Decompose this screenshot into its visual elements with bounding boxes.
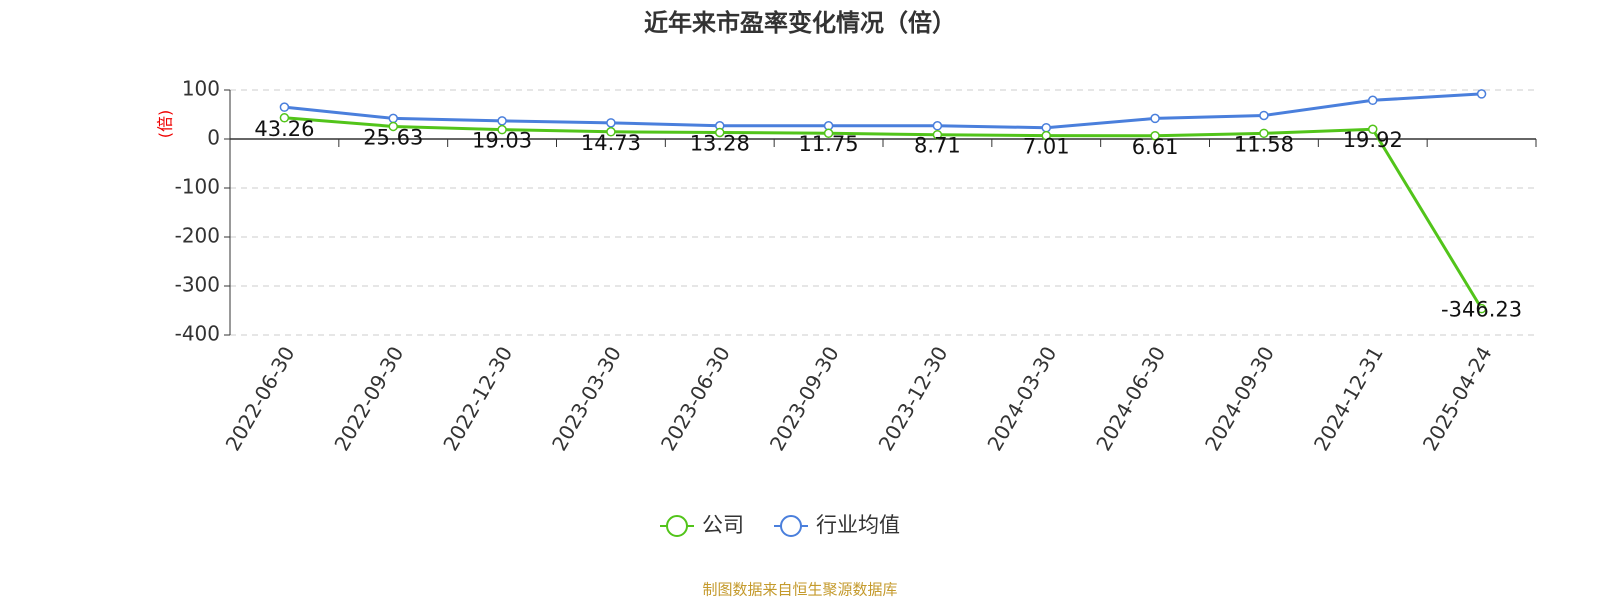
- data-point: [606, 118, 616, 128]
- data-point: [932, 129, 943, 140]
- x-tick-label: 2022-09-30: [329, 342, 408, 455]
- x-tick-label: 2023-12-30: [874, 342, 953, 455]
- data-label: 8.71: [914, 134, 961, 158]
- data-label: 11.58: [1234, 132, 1294, 156]
- legend-label: 公司: [702, 513, 744, 537]
- data-point: [1041, 122, 1051, 133]
- data-point: [1150, 131, 1160, 141]
- y-tick-label: 100: [182, 77, 220, 101]
- data-point: [932, 121, 943, 131]
- data-label: 7.01: [1023, 135, 1070, 159]
- data-label: -346.23: [1441, 298, 1522, 322]
- data-label: 43.26: [254, 117, 314, 141]
- data-label: 13.28: [690, 131, 750, 155]
- data-point: [1150, 113, 1160, 124]
- data-point: [1476, 303, 1487, 314]
- data-point: [1259, 110, 1269, 121]
- data-point: [388, 113, 398, 124]
- x-tick-label: 2022-06-30: [221, 342, 300, 455]
- source-note: 制图数据来自恒生聚源数据库: [702, 581, 897, 599]
- chart-title: 近年来市盈率变化情况（倍）: [644, 9, 956, 37]
- data-label: 25.63: [363, 125, 423, 149]
- data-label: 19.92: [1343, 128, 1403, 152]
- data-point: [715, 127, 725, 138]
- x-tick-label: 2023-09-30: [765, 342, 844, 455]
- data-point: [606, 127, 616, 137]
- series-line: [284, 92, 1482, 130]
- x-tick-label: 2025-04-24: [1418, 342, 1497, 455]
- legend-symbol: [666, 515, 688, 537]
- x-tick-label: 2024-09-30: [1200, 342, 1279, 455]
- x-tick-label: 2024-06-30: [1091, 342, 1170, 455]
- y-axis-label: (倍): [156, 110, 175, 139]
- data-point: [1368, 95, 1378, 106]
- data-label: 11.75: [799, 132, 859, 156]
- data-point: [497, 124, 507, 135]
- y-tick-label: -200: [175, 224, 220, 248]
- x-tick-label: 2023-06-30: [656, 342, 735, 455]
- legend-symbol: [780, 515, 802, 537]
- data-point: [1476, 89, 1487, 99]
- data-point: [1368, 124, 1378, 134]
- x-tick-label: 2024-12-31: [1309, 342, 1388, 455]
- data-point: [279, 102, 290, 112]
- y-tick-label: 0: [207, 126, 220, 150]
- y-tick-label: -300: [175, 273, 220, 297]
- x-tick-label: 2023-03-30: [547, 342, 626, 455]
- y-tick-label: -400: [175, 322, 220, 346]
- data-point: [388, 121, 398, 132]
- x-tick-label: 2022-12-30: [438, 342, 517, 455]
- data-point: [823, 128, 834, 138]
- data-point: [279, 113, 290, 123]
- data-label: 14.73: [581, 131, 641, 155]
- data-label: 6.61: [1132, 135, 1179, 159]
- data-point: [1041, 130, 1051, 141]
- data-point: [1259, 128, 1269, 139]
- data-label: 19.03: [472, 129, 532, 153]
- legend-label: 行业均值: [816, 513, 900, 537]
- x-tick-label: 2024-03-30: [982, 342, 1061, 455]
- y-tick-label: -100: [175, 175, 220, 199]
- data-point: [497, 116, 507, 126]
- series-line: [284, 116, 1483, 310]
